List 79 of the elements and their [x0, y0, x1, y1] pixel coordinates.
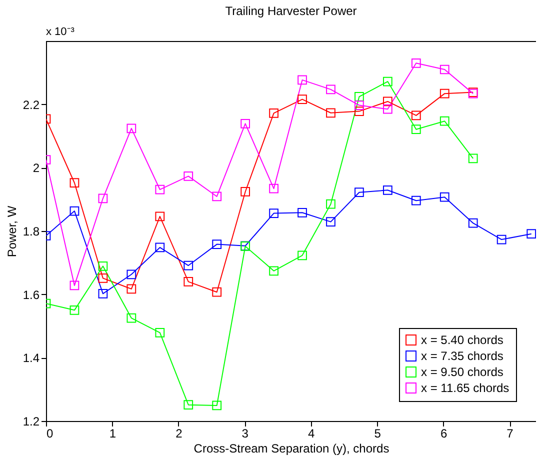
point [354, 188, 364, 198]
point [411, 58, 421, 68]
point [468, 218, 478, 228]
point [326, 84, 336, 94]
text: x 10⁻³ [46, 26, 75, 38]
point [269, 184, 278, 194]
point [98, 194, 108, 204]
legend-label: x = 5.40 chords [421, 333, 504, 347]
point [155, 212, 165, 222]
point [126, 270, 136, 280]
point [440, 64, 450, 74]
point [354, 106, 364, 116]
point [298, 75, 307, 85]
point [382, 185, 392, 195]
point [440, 192, 450, 202]
point [184, 172, 194, 181]
point [70, 280, 80, 290]
point [411, 196, 421, 206]
x-tick-label: 3 [242, 426, 249, 440]
x-tick-label: 7 [506, 426, 514, 440]
point [126, 284, 136, 294]
point [496, 234, 506, 244]
point [240, 118, 250, 128]
point [411, 124, 421, 134]
point [326, 199, 336, 209]
x-tick-label: 4 [308, 426, 316, 440]
point [382, 96, 392, 106]
point [70, 305, 80, 315]
point [70, 206, 80, 216]
y-tick-label: 1.8 [22, 224, 40, 238]
point [440, 116, 450, 126]
point [184, 260, 194, 270]
point [326, 217, 336, 226]
point [526, 229, 536, 239]
y-axis-title: Power, W [4, 205, 19, 258]
point [382, 104, 392, 114]
point [440, 88, 450, 98]
point [98, 289, 108, 298]
x-tick-label: 2 [176, 426, 183, 440]
point [98, 274, 108, 283]
point [98, 261, 108, 271]
y-tick-label: 2 [32, 161, 40, 176]
point [298, 208, 307, 218]
x-tick-label: 0 [46, 426, 54, 440]
point [155, 328, 165, 338]
x-tick-label: 6 [440, 426, 448, 440]
point [269, 208, 278, 218]
point [184, 400, 194, 410]
point [126, 313, 136, 323]
point [326, 108, 336, 118]
point [298, 250, 307, 260]
point [269, 108, 278, 118]
x-axis-title: Cross-Stream Separation (y), chords [194, 442, 390, 456]
point [70, 178, 80, 188]
point [240, 187, 250, 196]
legend-label: x = 7.35 chords [421, 349, 504, 363]
y-tick-label: 1.4 [22, 351, 40, 366]
point [468, 154, 478, 164]
point [354, 100, 364, 110]
y-tick-label: 1.6 [22, 288, 40, 302]
y-tick-label: 2.2 [22, 98, 40, 112]
legend-label: x = 11.65 chords [421, 381, 510, 395]
point [155, 242, 165, 252]
x-tick-label: 1 [109, 426, 116, 440]
point [212, 287, 222, 297]
point [298, 94, 307, 104]
y-tick-label: 1.2 [22, 414, 40, 428]
chart-title: Trailing Harvester Power [225, 4, 357, 18]
point [212, 400, 222, 410]
point [269, 266, 278, 276]
point [126, 124, 136, 134]
point [212, 240, 222, 249]
point [155, 184, 165, 194]
point [212, 192, 222, 202]
point [382, 76, 392, 86]
legend-label: x = 9.50 chords [421, 365, 504, 379]
x-tick-label: 5 [374, 426, 382, 440]
point [184, 276, 194, 286]
point [411, 110, 421, 120]
